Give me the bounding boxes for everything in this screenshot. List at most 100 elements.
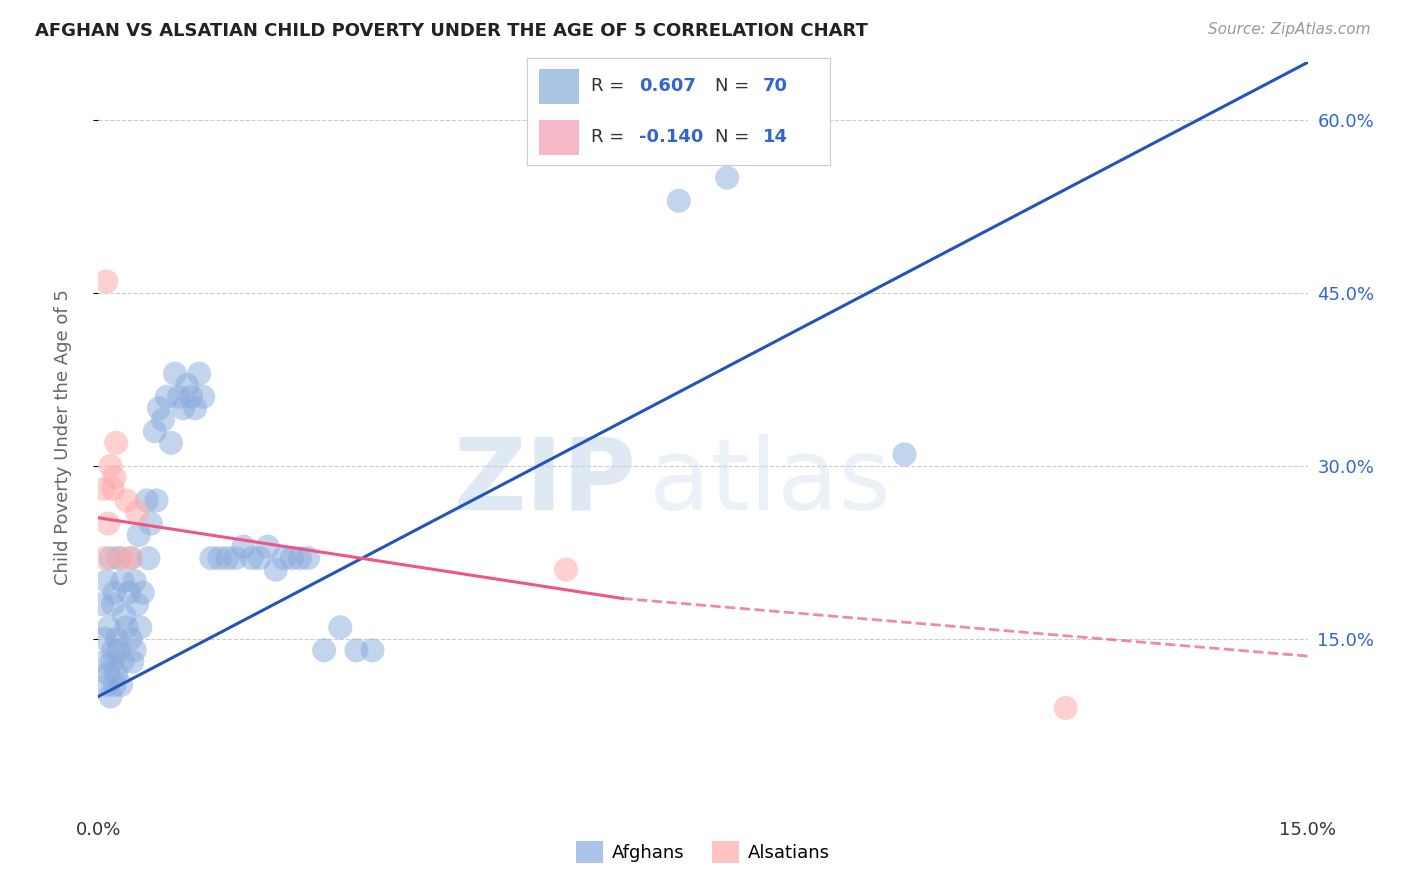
Point bbox=[105, 666, 128, 681]
Point bbox=[97, 516, 120, 531]
Point bbox=[112, 608, 135, 623]
Point bbox=[127, 505, 149, 519]
Point bbox=[127, 597, 149, 611]
Point bbox=[91, 597, 114, 611]
Point bbox=[668, 194, 690, 208]
Point bbox=[256, 540, 278, 554]
Point bbox=[188, 367, 211, 381]
Point bbox=[100, 551, 122, 566]
Text: R =: R = bbox=[591, 128, 630, 145]
Point bbox=[115, 620, 138, 634]
Point bbox=[288, 551, 311, 566]
Point bbox=[160, 435, 183, 450]
Text: 70: 70 bbox=[763, 78, 787, 95]
Point bbox=[120, 551, 142, 566]
Point bbox=[148, 401, 170, 416]
Point bbox=[132, 585, 155, 599]
Point bbox=[111, 574, 134, 589]
Point bbox=[264, 563, 287, 577]
Point bbox=[361, 643, 384, 657]
Point bbox=[100, 458, 122, 473]
Point bbox=[124, 574, 146, 589]
Point bbox=[156, 390, 179, 404]
Point bbox=[103, 678, 125, 692]
Point bbox=[96, 275, 118, 289]
Point bbox=[124, 643, 146, 657]
Point bbox=[344, 643, 367, 657]
FancyBboxPatch shape bbox=[540, 120, 579, 155]
Point bbox=[200, 551, 222, 566]
Point bbox=[94, 632, 117, 646]
Text: R =: R = bbox=[591, 78, 630, 95]
Point bbox=[103, 470, 125, 484]
Point bbox=[224, 551, 246, 566]
Text: Source: ZipAtlas.com: Source: ZipAtlas.com bbox=[1208, 22, 1371, 37]
Point bbox=[93, 655, 115, 669]
Point bbox=[101, 482, 124, 496]
Text: AFGHAN VS ALSATIAN CHILD POVERTY UNDER THE AGE OF 5 CORRELATION CHART: AFGHAN VS ALSATIAN CHILD POVERTY UNDER T… bbox=[35, 22, 868, 40]
Text: 14: 14 bbox=[763, 128, 787, 145]
Point bbox=[281, 551, 304, 566]
Point bbox=[273, 551, 295, 566]
Point bbox=[135, 493, 157, 508]
Point bbox=[128, 528, 150, 542]
Point bbox=[893, 447, 915, 461]
Point bbox=[105, 435, 128, 450]
Point bbox=[143, 425, 166, 439]
Point bbox=[139, 516, 162, 531]
Text: N =: N = bbox=[714, 78, 755, 95]
Point bbox=[138, 551, 160, 566]
Text: N =: N = bbox=[714, 128, 755, 145]
Legend: Afghans, Alsatians: Afghans, Alsatians bbox=[569, 834, 837, 870]
Point bbox=[1054, 701, 1077, 715]
Point bbox=[100, 690, 122, 704]
Point bbox=[96, 678, 118, 692]
Point bbox=[103, 585, 125, 599]
Point bbox=[97, 620, 120, 634]
Point bbox=[120, 632, 142, 646]
Point bbox=[110, 678, 132, 692]
Point bbox=[96, 574, 118, 589]
Point bbox=[129, 620, 152, 634]
Point bbox=[193, 390, 215, 404]
Point bbox=[118, 585, 141, 599]
Point bbox=[232, 540, 254, 554]
Point bbox=[107, 551, 129, 566]
Point bbox=[555, 563, 578, 577]
Point bbox=[93, 482, 115, 496]
Point bbox=[111, 655, 134, 669]
Point bbox=[329, 620, 352, 634]
Point bbox=[115, 493, 138, 508]
Point bbox=[110, 551, 132, 566]
Text: -0.140: -0.140 bbox=[640, 128, 703, 145]
Point bbox=[120, 551, 142, 566]
Point bbox=[176, 378, 198, 392]
Point bbox=[145, 493, 167, 508]
Point bbox=[314, 643, 336, 657]
Text: atlas: atlas bbox=[648, 434, 890, 531]
Point bbox=[101, 643, 124, 657]
Point bbox=[121, 655, 143, 669]
Point bbox=[172, 401, 194, 416]
Text: 0.607: 0.607 bbox=[640, 78, 696, 95]
Point bbox=[167, 390, 190, 404]
Point bbox=[240, 551, 263, 566]
Point bbox=[184, 401, 207, 416]
Point bbox=[249, 551, 271, 566]
FancyBboxPatch shape bbox=[540, 69, 579, 104]
Point bbox=[97, 666, 120, 681]
Point bbox=[217, 551, 239, 566]
Point bbox=[180, 390, 202, 404]
Point bbox=[163, 367, 186, 381]
Text: ZIP: ZIP bbox=[454, 434, 637, 531]
Point bbox=[101, 655, 124, 669]
Point bbox=[94, 551, 117, 566]
Point bbox=[297, 551, 319, 566]
Point bbox=[105, 632, 128, 646]
Point bbox=[716, 170, 738, 185]
Point bbox=[101, 597, 124, 611]
Point bbox=[107, 643, 129, 657]
Point bbox=[208, 551, 231, 566]
Y-axis label: Child Poverty Under the Age of 5: Child Poverty Under the Age of 5 bbox=[53, 289, 72, 585]
Point bbox=[152, 413, 174, 427]
